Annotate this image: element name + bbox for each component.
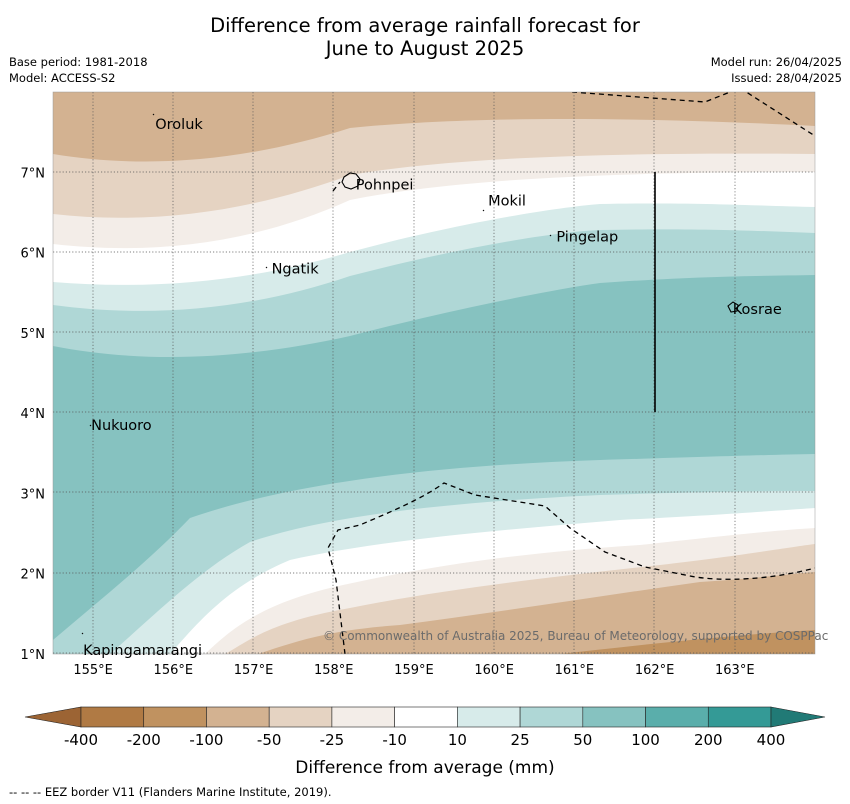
eez-border-pohnpei [332,181,341,192]
lon-tick-label: 155°E [73,663,113,678]
colorbar-tick-label: -400 [64,731,98,749]
lat-tick-label: 5°N [21,327,46,342]
nukuoro-dot [89,424,92,427]
colorbar-tick-label: -50 [257,731,282,749]
eez-border-north [571,92,815,137]
islands [81,113,739,635]
latitude-tick-labels: 1°N 2°N 3°N 4°N 5°N 6°N 7°N [21,166,46,663]
model-run: Model run: 26/04/2025 [710,55,842,69]
lat-tick-label: 1°N [21,648,46,663]
colorbar-labels: -400 -200 -100 -50 -25 -10 10 25 50 100 200 400 [64,731,785,749]
gridlines [53,92,815,654]
colorbar-arrow-right [770,706,826,728]
lon-tick-label: 157°E [234,663,274,678]
colorbar-box [645,706,709,728]
place-label-kosrae: Kosrae [733,302,782,318]
map-title-line-1: Difference from average rainfall forecas… [210,14,640,37]
lat-tick-label: 7°N [21,166,46,181]
lat-tick-label: 6°N [21,247,46,262]
kosrae-outline [727,301,739,313]
colorbar-box [707,706,772,728]
colorbar-title: Difference from average (mm) [295,758,554,778]
model-name: Model: ACCESS-S2 [9,71,116,85]
place-label-pingelap: Pingelap [556,230,618,246]
place-label-kapingamarangi: Kapingamarangi [83,643,202,659]
pingelap-dot [549,234,552,237]
ngatik-dot [265,266,268,269]
lon-tick-label: 161°E [555,663,595,678]
mokil-dot [482,209,485,212]
colorbar-tick-label: -100 [189,731,223,749]
colorbar-tick-label: 200 [694,731,723,749]
colorbar-box [206,706,270,728]
band-minus-100-south [258,572,815,654]
place-label-mokil: Mokil [488,193,526,209]
colorbar-box [519,706,584,728]
eez-borders [327,92,815,654]
place-label-oroluk: Oroluk [155,117,203,133]
place-labels: Oroluk Pohnpei Mokil Pingelap Ngatik Kosrae Nu… [83,117,782,659]
colorbar-tick-label: -10 [382,731,407,749]
colorbar-tick-label: 50 [573,731,592,749]
colorbar-tick-label: 400 [757,731,786,749]
meta-right: Model run: 26/04/2025 Issued: 28/04/2025 [711,54,842,86]
eez-footer-note: -- -- -- EEZ border V11 (Flanders Marine… [9,785,332,799]
lon-tick-label: 163°E [715,663,755,678]
place-label-pohnpei: Pohnpei [356,177,414,193]
colorbar-boxes [80,706,772,728]
kapinga-dot [81,632,84,635]
lat-tick-label: 2°N [21,568,46,583]
map-title-line-2: June to August 2025 [325,37,525,60]
issued-date: Issued: 28/04/2025 [731,71,842,85]
lon-tick-label: 158°E [314,663,354,678]
contour-bands [53,92,815,654]
longitude-tick-labels: 155°E 156°E 157°E 158°E 159°E 160°E 161°E 162°E… [73,663,754,678]
lon-tick-label: 160°E [474,663,514,678]
band-minus-200-south [560,630,815,654]
colorbar-box [331,706,395,728]
lat-tick-label: 3°N [21,487,46,502]
lon-tick-label: 159°E [394,663,434,678]
lon-tick-label: 156°E [154,663,194,678]
copyright-text: © Commonwealth of Australia 2025, Bureau… [323,629,828,643]
colorbar-box [582,706,646,728]
colorbar-box [268,706,333,728]
pohnpei-outline [341,172,361,190]
meta-left: Base period: 1981-2018 Model: ACCESS-S2 [9,54,148,86]
colorbar-tick-label: 100 [631,731,660,749]
lon-tick-label: 162°E [635,663,675,678]
colorbar-box [457,706,521,728]
colorbar: -400 -200 -100 -50 -25 -10 10 25 50 100 200 400 Dif… [24,706,826,778]
place-label-ngatik: Ngatik [272,262,320,278]
colorbar-tick-label: 25 [511,731,530,749]
colorbar-tick-label: 10 [448,731,467,749]
colorbar-arrow-left [24,706,82,728]
colorbar-tick-label: -25 [320,731,345,749]
place-label-nukuoro: Nukuoro [91,418,152,434]
lat-tick-label: 4°N [21,407,46,422]
colorbar-tick-label: -200 [127,731,161,749]
base-period: Base period: 1981-2018 [9,55,148,69]
colorbar-box [394,706,458,728]
colorbar-box [143,706,207,728]
colorbar-box [80,706,145,728]
oroluk-dot [152,113,155,116]
map-frame [52,91,816,655]
